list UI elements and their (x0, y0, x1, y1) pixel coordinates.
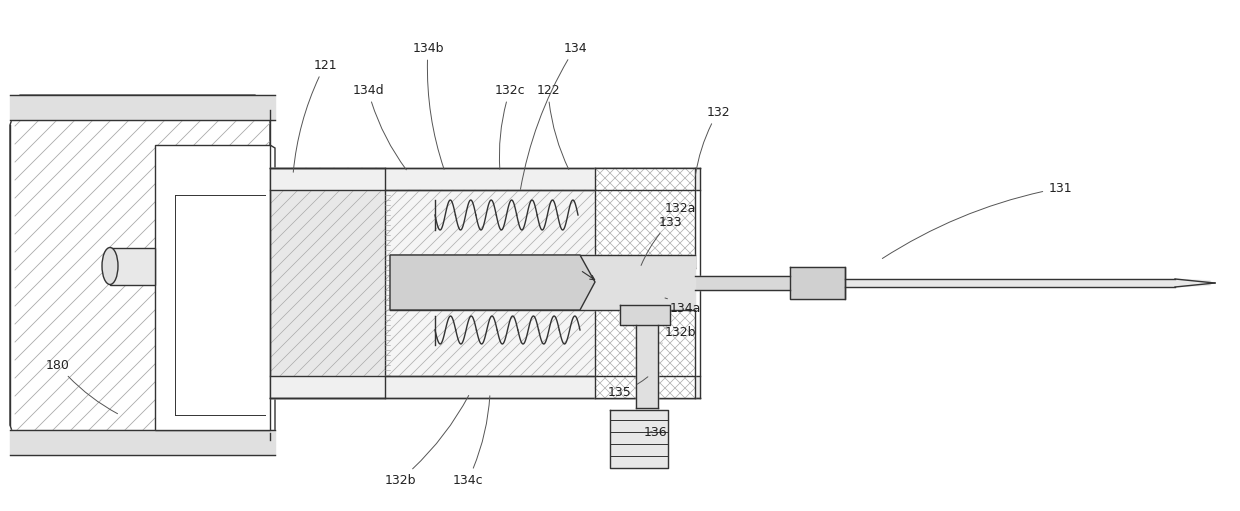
Polygon shape (270, 168, 384, 398)
Polygon shape (270, 376, 701, 398)
Text: 132b: 132b (662, 326, 696, 343)
Text: 131: 131 (883, 181, 1071, 259)
Text: 122: 122 (536, 83, 569, 170)
Polygon shape (10, 95, 275, 455)
Polygon shape (595, 308, 694, 398)
Text: 133: 133 (641, 216, 682, 265)
Text: 134c: 134c (453, 396, 490, 486)
Polygon shape (694, 276, 790, 290)
Text: 121: 121 (293, 58, 337, 172)
Text: 132a: 132a (662, 201, 696, 223)
Polygon shape (270, 168, 384, 398)
Polygon shape (391, 255, 694, 310)
Polygon shape (10, 95, 275, 120)
Polygon shape (620, 305, 670, 325)
Text: 132c: 132c (495, 83, 526, 169)
Text: 180: 180 (46, 359, 118, 414)
Ellipse shape (102, 247, 118, 285)
Polygon shape (844, 279, 1176, 287)
Text: 134a: 134a (665, 298, 701, 314)
Text: 134b: 134b (412, 41, 444, 169)
Polygon shape (10, 430, 275, 455)
Text: 134: 134 (521, 41, 587, 189)
Polygon shape (270, 168, 701, 190)
Polygon shape (595, 168, 694, 268)
Polygon shape (610, 410, 668, 468)
Polygon shape (1176, 279, 1210, 287)
Text: 132: 132 (696, 105, 730, 175)
Text: 135: 135 (608, 377, 647, 399)
Polygon shape (636, 325, 658, 408)
Polygon shape (155, 145, 270, 430)
Polygon shape (110, 248, 155, 285)
Polygon shape (391, 255, 595, 310)
Text: 136: 136 (644, 426, 667, 438)
Polygon shape (790, 267, 844, 299)
Text: 132b: 132b (384, 396, 469, 486)
Polygon shape (384, 190, 694, 376)
Text: 134d: 134d (352, 83, 407, 170)
